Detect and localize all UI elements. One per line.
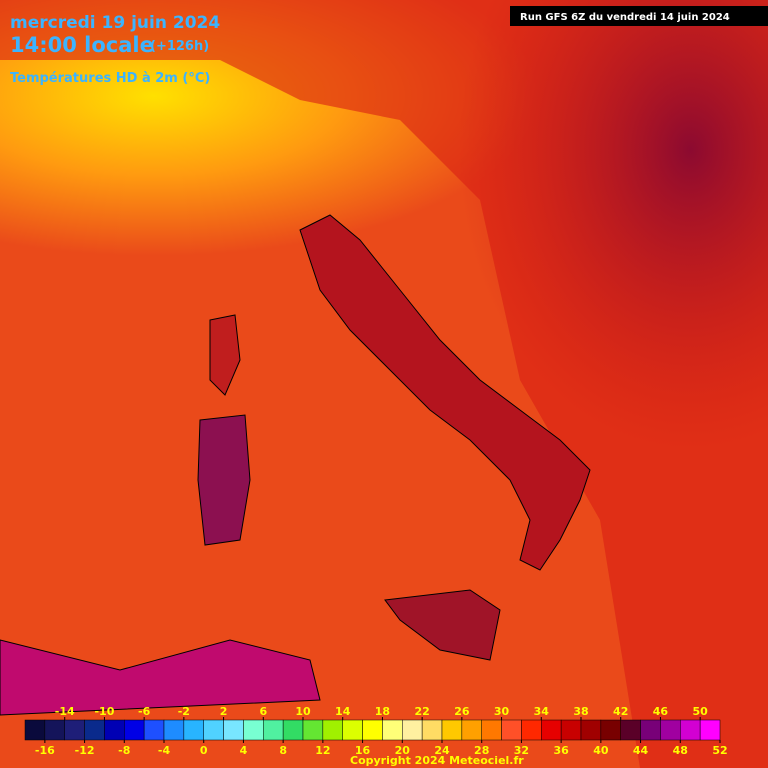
legend-box — [302, 719, 324, 741]
parameter: Températures HD à 2m (°C) — [10, 71, 210, 86]
legend-box — [441, 719, 463, 741]
legend-box — [243, 719, 264, 741]
legend-label: 0 — [200, 744, 208, 757]
legend-label: -8 — [118, 744, 130, 757]
legend-label: 22 — [414, 705, 429, 718]
legend-label: 24 — [434, 744, 450, 757]
legend-label: 14 — [335, 705, 351, 718]
legend-box — [580, 719, 602, 741]
legend-label: 10 — [295, 705, 311, 718]
legend-label: 20 — [395, 744, 411, 757]
legend-label: 36 — [553, 744, 569, 757]
legend-label: 34 — [534, 705, 550, 718]
legend-label: -16 — [35, 744, 55, 757]
legend-label: -2 — [178, 705, 190, 718]
north-africa — [0, 639, 321, 716]
legend-box — [501, 719, 522, 741]
italy — [299, 214, 591, 571]
run-box — [510, 6, 768, 26]
legend-label: -6 — [138, 705, 151, 718]
legend-box — [183, 719, 204, 741]
lead-time: (+126h) — [150, 39, 209, 54]
legend-box — [263, 719, 284, 741]
legend-label: 8 — [279, 744, 287, 757]
legend-label: 52 — [712, 744, 727, 757]
legend-box — [84, 719, 105, 741]
legend-label: 38 — [573, 705, 588, 718]
legend-box — [680, 719, 701, 741]
legend-box — [362, 719, 383, 741]
legend-box — [64, 719, 85, 741]
hot-zone — [380, 0, 768, 500]
legend-label: 28 — [474, 744, 489, 757]
legend-box — [521, 719, 542, 741]
legend-label: -4 — [158, 744, 171, 757]
legend-box — [282, 719, 304, 741]
legend-box — [620, 719, 641, 741]
sardinia — [197, 414, 251, 546]
legend-label: 30 — [494, 705, 510, 718]
legend-label: -14 — [55, 705, 75, 718]
legend-label: 6 — [259, 705, 267, 718]
legend-box — [560, 719, 582, 741]
legend-label: 4 — [240, 744, 248, 757]
legend-box — [461, 719, 482, 741]
legend-box — [143, 719, 165, 741]
legend-box — [660, 719, 681, 741]
time: 14:00 locale — [10, 33, 154, 57]
legend-box — [44, 719, 65, 741]
legend-label: -10 — [94, 705, 114, 718]
legend-box — [163, 719, 185, 741]
legend-label: -12 — [75, 744, 95, 757]
legend-label: 46 — [653, 705, 669, 718]
legend-box — [541, 719, 562, 741]
legend-label: 44 — [633, 744, 649, 757]
legend-label: 32 — [514, 744, 529, 757]
run-info: Run GFS 6Z du vendredi 14 juin 2024 — [520, 12, 730, 23]
legend-label: 16 — [355, 744, 371, 757]
legend-box — [481, 719, 502, 741]
legend-box — [699, 719, 721, 741]
legend-label: 40 — [593, 744, 609, 757]
legend-box — [600, 719, 621, 741]
legend-box — [24, 719, 46, 741]
legend-label: 26 — [454, 705, 470, 718]
legend-box — [402, 719, 423, 741]
legend-label: 18 — [375, 705, 390, 718]
legend-label: 2 — [220, 705, 228, 718]
legend-box — [640, 719, 661, 741]
legend-box — [124, 719, 145, 741]
legend-label: 48 — [673, 744, 688, 757]
date: mercredi 19 juin 2024 — [10, 13, 220, 33]
legend-box — [322, 719, 343, 741]
sicily — [384, 589, 501, 661]
copyright: Copyright 2024 Meteociel.fr — [350, 754, 524, 767]
legend-box — [203, 719, 224, 741]
legend-box — [104, 719, 125, 741]
corsica — [209, 314, 241, 396]
legend-box — [223, 719, 244, 741]
legend-label: 12 — [315, 744, 330, 757]
legend-box — [382, 719, 403, 741]
legend-label: 42 — [613, 705, 628, 718]
legend-box — [342, 719, 363, 741]
legend-box — [421, 719, 443, 741]
legend-label: 50 — [692, 705, 708, 718]
